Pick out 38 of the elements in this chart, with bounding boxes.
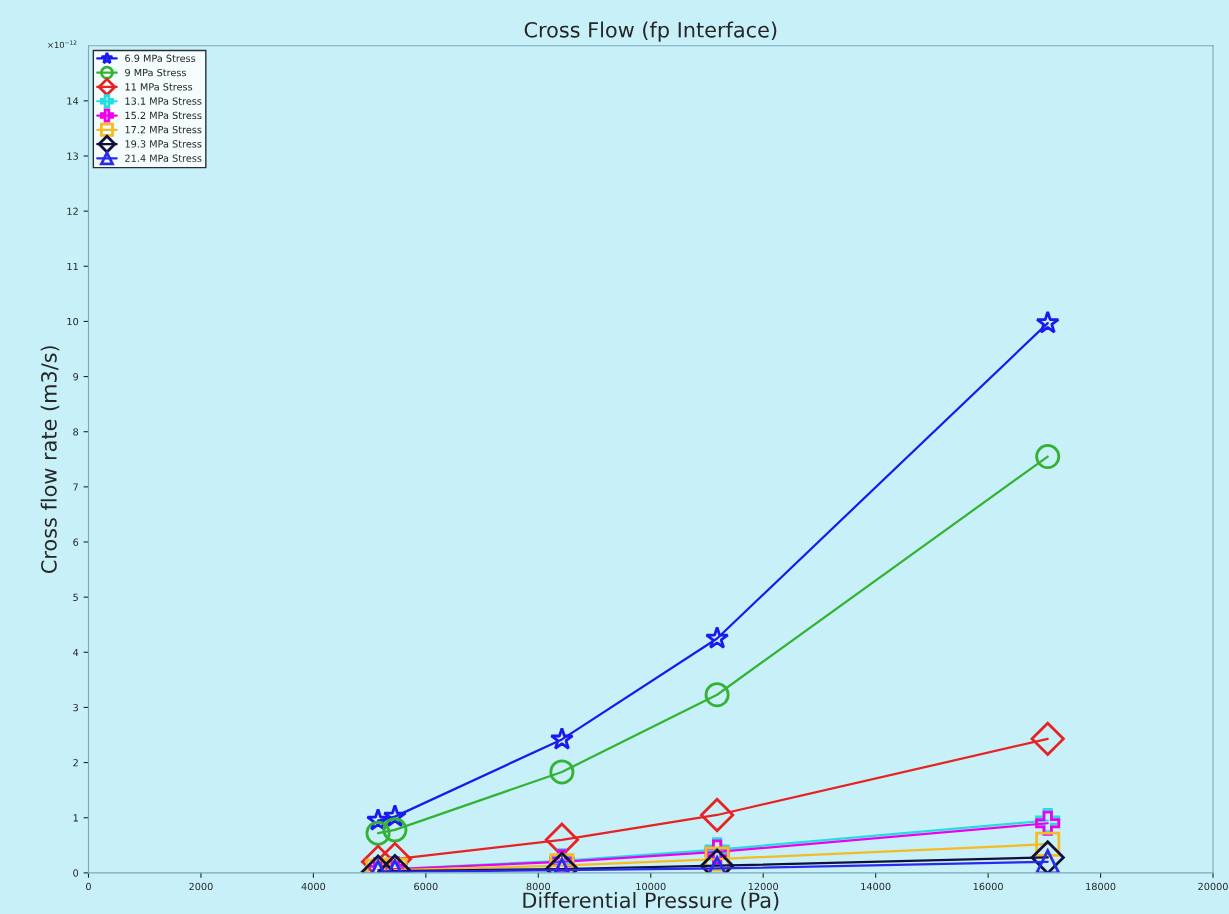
y-tick-label: 14 xyxy=(67,97,79,105)
legend-label: 9 MPa Stress xyxy=(125,68,186,77)
y-tick-label: 3 xyxy=(73,703,78,712)
y-tick-label: 13 xyxy=(67,152,78,160)
legend-label: 6.9 MPa Stress xyxy=(125,54,196,62)
chart-title: Cross Flow (fp Interface) xyxy=(524,21,777,42)
text: ×10$^{−12}$ xyxy=(48,40,77,49)
y-tick-label: 4 xyxy=(73,648,79,656)
x-tick-label: 18000 xyxy=(1086,882,1116,891)
x-tick-label: 10000 xyxy=(636,882,666,891)
x-tick-label: 2000 xyxy=(189,882,213,891)
x-axis-title: Differential Pressure (Pa) xyxy=(523,892,779,911)
legend-label: 17.2 MPa Stress xyxy=(125,125,202,134)
y-tick-label: 2 xyxy=(73,759,78,767)
x-tick-label: 6000 xyxy=(414,882,438,891)
x-tick-label: 20000 xyxy=(1198,882,1228,891)
legend-label: 15.2 MPa Stress xyxy=(125,111,202,120)
x-tick-label: 16000 xyxy=(973,882,1003,891)
y-tick-label: 12 xyxy=(67,207,78,215)
y-tick-label: 1 xyxy=(73,814,78,822)
y-tick-label: 10 xyxy=(67,317,79,326)
legend-label: 19.3 MPa Stress xyxy=(125,140,202,148)
y-tick-label: 0 xyxy=(73,869,79,877)
y-tick-label: 8 xyxy=(73,428,79,436)
y-tick-label: 6 xyxy=(73,538,79,546)
x-tick-label: 0 xyxy=(86,882,91,891)
x-tick-label: 4000 xyxy=(301,882,326,891)
x-tick-label: 14000 xyxy=(861,882,891,891)
y-axis-title: Cross flow rate (m3/s) xyxy=(40,346,60,574)
y-tick-label: 11 xyxy=(67,262,78,270)
x-tick-label: 12000 xyxy=(748,882,779,891)
legend-label: 11 MPa Stress xyxy=(125,83,193,91)
y-tick-label: 5 xyxy=(73,593,78,601)
x-tick-label: 8000 xyxy=(526,882,551,891)
legend-label: 21.4 MPa Stress xyxy=(125,154,202,162)
y-tick-label: 7 xyxy=(73,483,78,491)
legend-label: 13.1 MPa Stress xyxy=(125,97,202,105)
y-tick-label: 9 xyxy=(73,373,79,381)
